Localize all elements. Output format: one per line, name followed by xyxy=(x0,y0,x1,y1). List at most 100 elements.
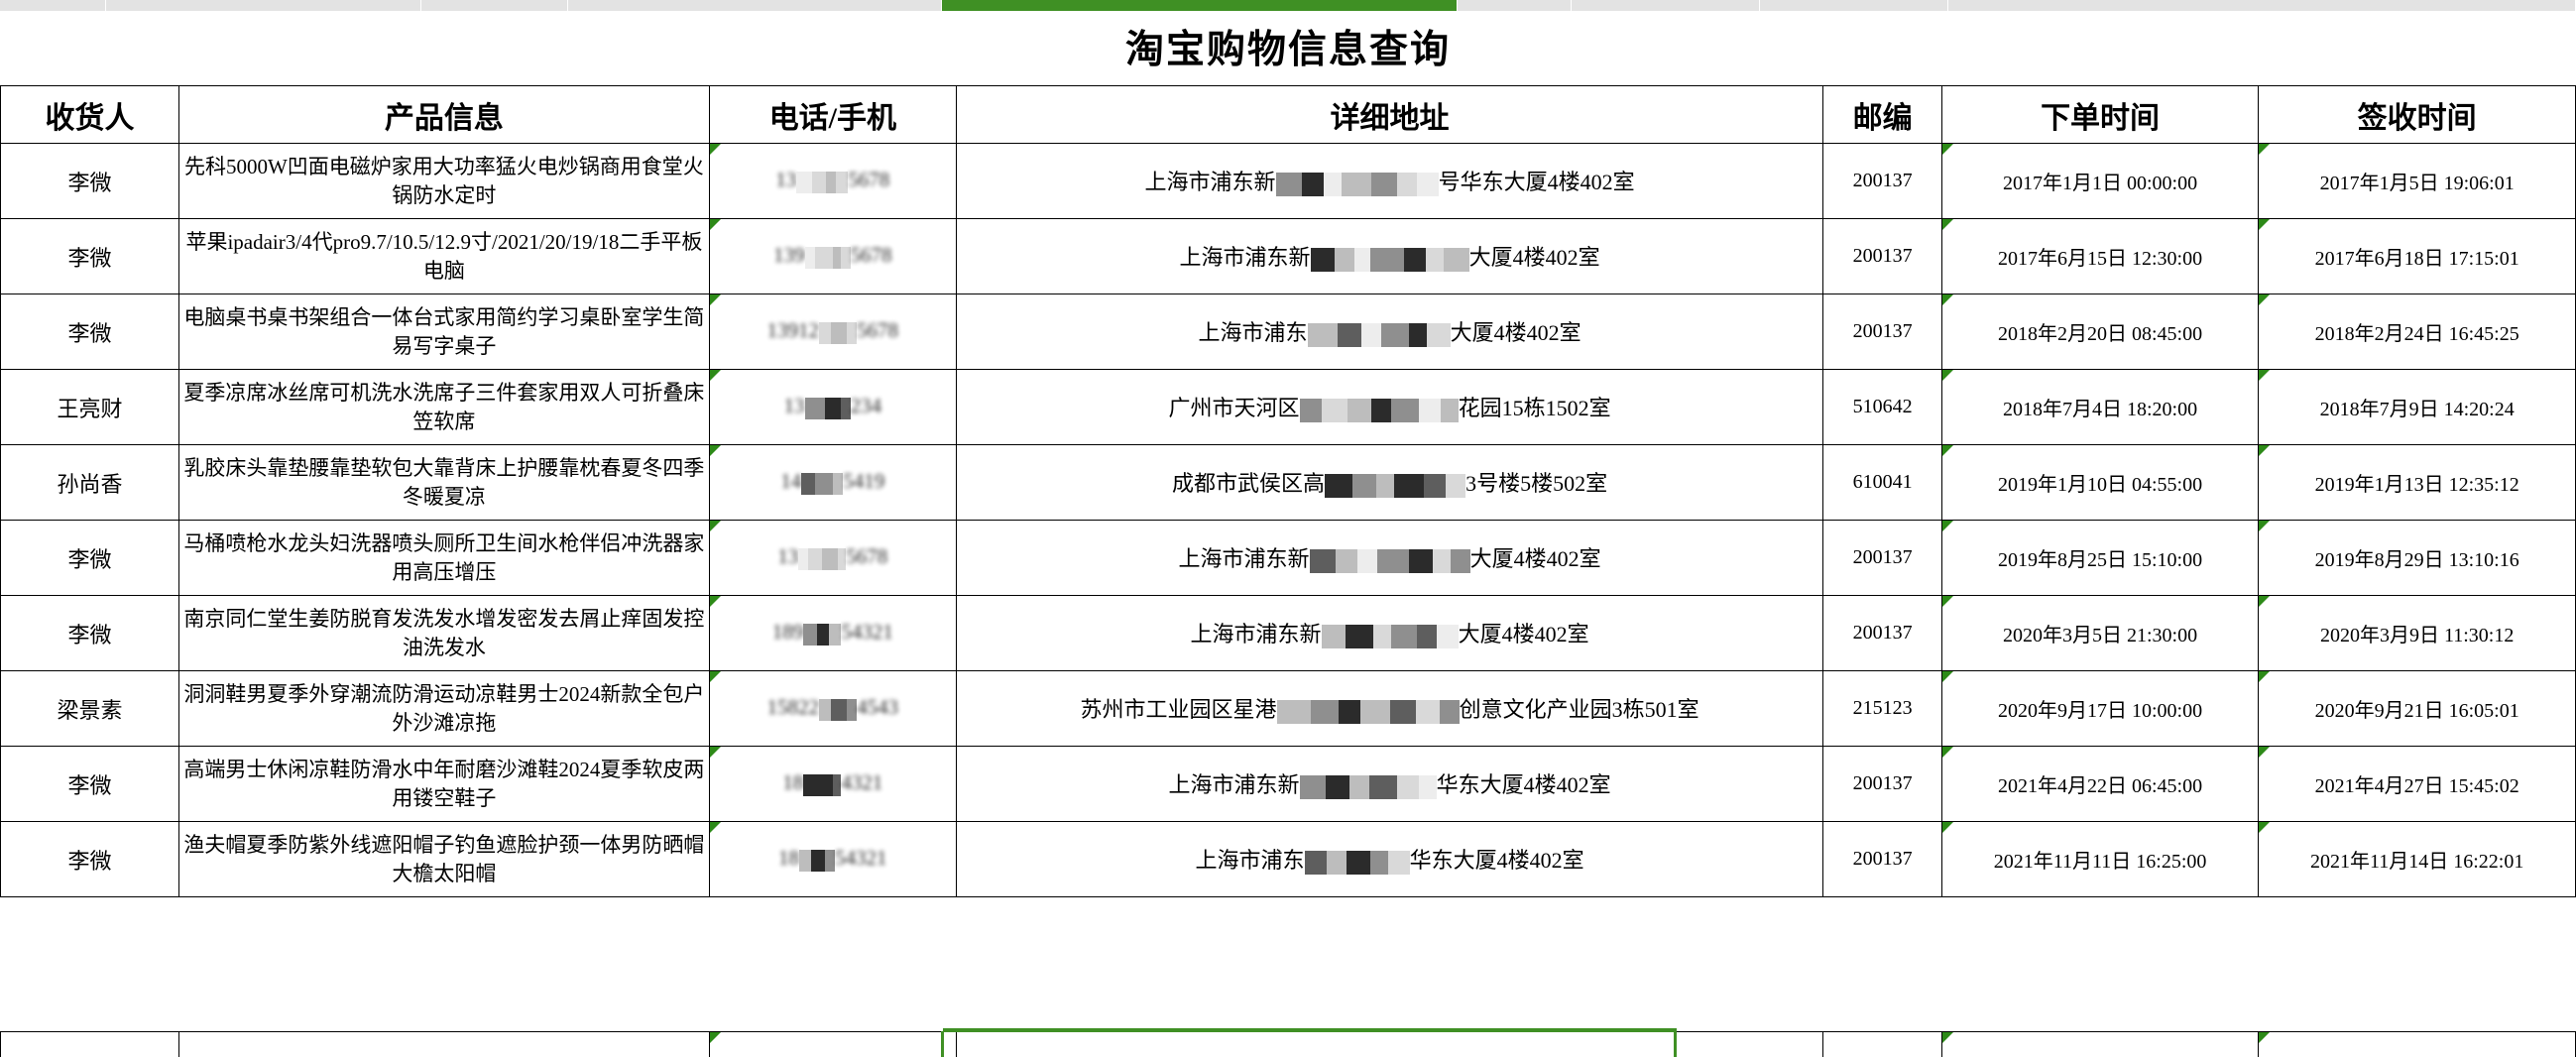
cell-address[interactable]: 上海市浦东新 大厦4楼402室 xyxy=(955,520,1824,596)
cell-postcode[interactable]: 510642 xyxy=(1822,369,1942,445)
cell-address[interactable]: 上海市浦东新 大厦4楼402室 xyxy=(955,595,1824,671)
table-row[interactable]: 李微 高端男士休闲凉鞋防滑水中年耐磨沙滩鞋2024夏季软皮两用镂空鞋子 18 4321… xyxy=(0,746,2576,822)
column-header-col-i[interactable] xyxy=(1948,0,2576,11)
cell-phone[interactable]: 189 54321 xyxy=(708,595,957,671)
cell-recipient[interactable]: 李微 xyxy=(0,294,179,370)
cell-address[interactable]: 广州市天河区 花园15栋1502室 xyxy=(955,369,1824,445)
cell-postcode[interactable]: 200137 xyxy=(1822,294,1942,370)
cell-product[interactable]: 电脑桌书桌书架组合一体台式家用简约学习桌卧室学生简易写字桌子 xyxy=(177,294,710,370)
cell-postcode[interactable]: 200137 xyxy=(1822,821,1942,897)
column-header-order-time[interactable]: 下单时间 xyxy=(1940,85,2260,144)
column-header-col-f[interactable] xyxy=(1458,0,1572,11)
cell-product[interactable]: 夏季凉席冰丝席可机洗水洗席子三件套家用双人可折叠床笠软席 xyxy=(177,369,710,445)
cell-recipient[interactable]: 李微 xyxy=(0,218,179,294)
cell-address[interactable]: 上海市浦东新 号华东大厦4楼402室 xyxy=(955,143,1824,219)
table-row[interactable]: 李微 南京同仁堂生姜防脱育发洗发水增发密发去屑止痒固发控油洗发水 189 54321 上… xyxy=(0,595,2576,671)
cell-order-time[interactable]: 2019年1月10日 04:55:00 xyxy=(1940,444,2260,521)
cell-recipient[interactable]: 李微 xyxy=(0,746,179,822)
cell-postcode[interactable]: 610041 xyxy=(1822,444,1942,521)
cell-product[interactable]: 马桶喷枪水龙头妇洗器喷头厕所卫生间水枪伴侣冲洗器家用高压增压 xyxy=(177,520,710,596)
cell-product[interactable]: 苹果ipadair3/4代pro9.7/10.5/12.9寸/2021/20/1… xyxy=(177,218,710,294)
cell-sign-time[interactable]: 2017年6月18日 17:15:01 xyxy=(2258,218,2576,294)
cell-phone[interactable]: 139 5678 xyxy=(708,218,957,294)
column-header-address[interactable]: 详细地址 xyxy=(955,85,1824,144)
cell-phone[interactable]: 13 5678 xyxy=(708,143,957,219)
table-row[interactable]: 李微 先科5000W凹面电磁炉家用大功率猛火电炒锅商用食堂火锅防水定时 13 5678… xyxy=(0,143,2576,219)
column-header-col-g[interactable] xyxy=(1572,0,1760,11)
table-row[interactable]: 王亮财 夏季凉席冰丝席可机洗水洗席子三件套家用双人可折叠床笠软席 13 234 广州市天… xyxy=(0,369,2576,445)
cell-product[interactable]: 渔夫帽夏季防紫外线遮阳帽子钓鱼遮脸护颈一体男防晒帽大檐太阳帽 xyxy=(177,821,710,897)
column-header-col-e[interactable] xyxy=(942,0,1458,11)
address-suffix: 大厦4楼402室 xyxy=(1468,244,1600,270)
cell-address[interactable]: 上海市浦东 大厦4楼402室 xyxy=(955,294,1824,370)
cell-order-time[interactable]: 2019年8月25日 15:10:00 xyxy=(1940,520,2260,596)
cell-sign-time[interactable]: 2018年7月9日 14:20:24 xyxy=(2258,369,2576,445)
cell-recipient[interactable]: 李微 xyxy=(0,520,179,596)
table-row[interactable]: 李微 电脑桌书桌书架组合一体台式家用简约学习桌卧室学生简易写字桌子 13912 567… xyxy=(0,294,2576,370)
cell-postcode[interactable]: 200137 xyxy=(1822,143,1942,219)
cell-postcode[interactable]: 200137 xyxy=(1822,520,1942,596)
cell-phone[interactable]: 13912 5678 xyxy=(708,294,957,370)
cell-order-time[interactable]: 2018年7月4日 18:20:00 xyxy=(1940,369,2260,445)
table-row[interactable]: 梁景素 洞洞鞋男夏季外穿潮流防滑运动凉鞋男士2024新款全包户外沙滩凉拖 15822… xyxy=(0,670,2576,747)
cell-phone[interactable]: 13 5678 xyxy=(708,520,957,596)
cell-postcode[interactable]: 200137 xyxy=(1822,746,1942,822)
cell-address[interactable]: 上海市浦东 华东大厦4楼402室 xyxy=(955,821,1824,897)
cell-phone[interactable]: 15822 4543 xyxy=(708,670,957,747)
cell-recipient[interactable]: 王亮财 xyxy=(0,369,179,445)
cell-product[interactable]: 洞洞鞋男夏季外穿潮流防滑运动凉鞋男士2024新款全包户外沙滩凉拖 xyxy=(177,670,710,747)
cell-recipient[interactable]: 李微 xyxy=(0,821,179,897)
cell-product[interactable]: 高端男士休闲凉鞋防滑水中年耐磨沙滩鞋2024夏季软皮两用镂空鞋子 xyxy=(177,746,710,822)
column-header-col-c[interactable] xyxy=(421,0,568,11)
cell-order-time[interactable]: 2017年1月1日 00:00:00 xyxy=(1940,143,2260,219)
cell-product[interactable]: 乳胶床头靠垫腰靠垫软包大靠背床上护腰靠枕春夏冬四季冬暖夏凉 xyxy=(177,444,710,521)
cell-postcode[interactable]: 200137 xyxy=(1822,595,1942,671)
cell-order-time[interactable]: 2020年3月5日 21:30:00 xyxy=(1940,595,2260,671)
cell-postcode[interactable]: 215123 xyxy=(1822,670,1942,747)
column-header-recipient[interactable]: 收货人 xyxy=(0,85,179,144)
column-header-col-a[interactable] xyxy=(0,0,106,11)
cell-address[interactable]: 上海市浦东新 大厦4楼402室 xyxy=(955,218,1824,294)
cell-phone[interactable]: 18 4321 xyxy=(708,746,957,822)
cell-sign-time[interactable]: 2019年8月29日 13:10:16 xyxy=(2258,520,2576,596)
cell-postcode[interactable]: 200137 xyxy=(1822,218,1942,294)
cell-phone[interactable]: 14 5419 xyxy=(708,444,957,521)
table-row[interactable]: 李微 苹果ipadair3/4代pro9.7/10.5/12.9寸/2021/20… xyxy=(0,218,2576,294)
cell-sign-time[interactable]: 2019年1月13日 12:35:12 xyxy=(2258,444,2576,521)
cell-recipient[interactable]: 李微 xyxy=(0,143,179,219)
table-row[interactable]: 李微 渔夫帽夏季防紫外线遮阳帽子钓鱼遮脸护颈一体男防晒帽大檐太阳帽 18 54321 上… xyxy=(0,821,2576,897)
cell-order-time[interactable]: 2018年2月20日 08:45:00 xyxy=(1940,294,2260,370)
redacted-phone-block xyxy=(804,244,851,269)
column-header-col-b[interactable] xyxy=(106,0,421,11)
column-header-col-h[interactable] xyxy=(1760,0,1948,11)
column-header-postcode[interactable]: 邮编 xyxy=(1822,85,1942,144)
spreadsheet-column-header-strip[interactable] xyxy=(0,0,2576,11)
cell-product[interactable]: 南京同仁堂生姜防脱育发洗发水增发密发去屑止痒固发控油洗发水 xyxy=(177,595,710,671)
selection-right-border xyxy=(1674,1031,1677,1057)
cell-order-time[interactable]: 2021年4月22日 06:45:00 xyxy=(1940,746,2260,822)
cell-recipient[interactable]: 孙尚香 xyxy=(0,444,179,521)
cell-address[interactable]: 成都市武侯区高 3号楼5楼502室 xyxy=(955,444,1824,521)
cell-sign-time[interactable]: 2020年3月9日 11:30:12 xyxy=(2258,595,2576,671)
cell-phone[interactable]: 18 54321 xyxy=(708,821,957,897)
column-header-col-d[interactable] xyxy=(568,0,942,11)
cell-sign-time[interactable]: 2021年4月27日 15:45:02 xyxy=(2258,746,2576,822)
cell-sign-time[interactable]: 2018年2月24日 16:45:25 xyxy=(2258,294,2576,370)
cell-phone[interactable]: 13 234 xyxy=(708,369,957,445)
cell-address[interactable]: 苏州市工业园区星港 创意文化产业园3栋501室 xyxy=(955,670,1824,747)
cell-sign-time[interactable]: 2020年9月21日 16:05:01 xyxy=(2258,670,2576,747)
cell-sign-time[interactable]: 2021年11月14日 16:22:01 xyxy=(2258,821,2576,897)
table-row[interactable]: 孙尚香 乳胶床头靠垫腰靠垫软包大靠背床上护腰靠枕春夏冬四季冬暖夏凉 14 5419 成都… xyxy=(0,444,2576,521)
cell-order-time[interactable]: 2021年11月11日 16:25:00 xyxy=(1940,821,2260,897)
cell-order-time[interactable]: 2017年6月15日 12:30:00 xyxy=(1940,218,2260,294)
column-header-product[interactable]: 产品信息 xyxy=(177,85,710,144)
cell-product[interactable]: 先科5000W凹面电磁炉家用大功率猛火电炒锅商用食堂火锅防水定时 xyxy=(177,143,710,219)
column-header-phone[interactable]: 电话/手机 xyxy=(708,85,957,144)
cell-sign-time[interactable]: 2017年1月5日 19:06:01 xyxy=(2258,143,2576,219)
cell-order-time[interactable]: 2020年9月17日 10:00:00 xyxy=(1940,670,2260,747)
table-row[interactable]: 李微 马桶喷枪水龙头妇洗器喷头厕所卫生间水枪伴侣冲洗器家用高压增压 13 5678 上海… xyxy=(0,520,2576,596)
cell-recipient[interactable]: 梁景素 xyxy=(0,670,179,747)
column-header-sign-time[interactable]: 签收时间 xyxy=(2258,85,2576,144)
cell-recipient[interactable]: 李微 xyxy=(0,595,179,671)
cell-address[interactable]: 上海市浦东新 华东大厦4楼402室 xyxy=(955,746,1824,822)
